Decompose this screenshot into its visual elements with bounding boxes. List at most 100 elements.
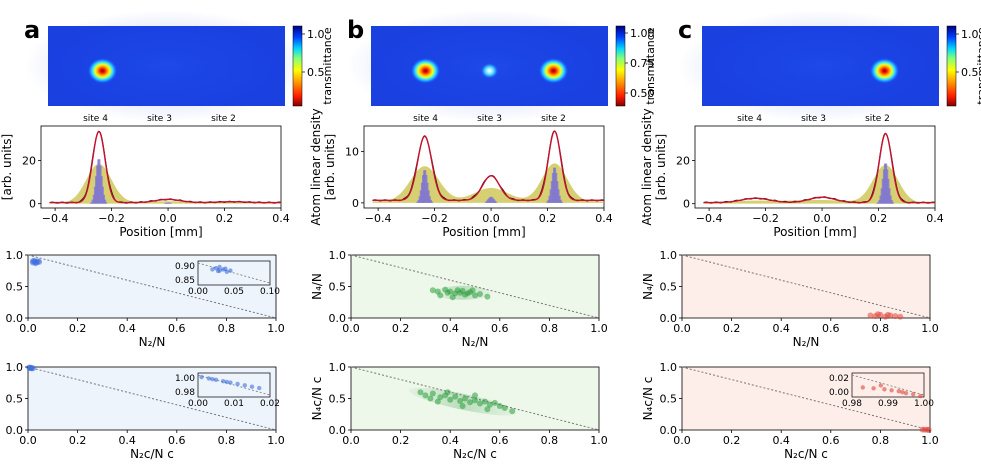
- x-tick-label: 0.6: [491, 434, 509, 447]
- histogram-bar: [96, 165, 99, 204]
- inset-data-point: [871, 386, 876, 391]
- y-tick-label: 0.5: [329, 281, 347, 294]
- y-axis-label-units: [arb. units]: [323, 134, 337, 200]
- data-point: [447, 396, 454, 403]
- histogram-bar: [164, 203, 167, 204]
- data-point: [449, 294, 456, 301]
- fit-line: [703, 132, 935, 204]
- x-tick-label: 0.4: [441, 322, 459, 335]
- x-tick-label: 0.8: [218, 322, 236, 335]
- histogram-bar: [165, 202, 168, 204]
- histogram-bar: [167, 202, 170, 204]
- inset-data-point: [242, 383, 247, 388]
- data-point: [434, 288, 441, 295]
- histogram-bar: [887, 178, 890, 204]
- histogram-bar: [422, 175, 425, 203]
- histogram-bar: [494, 200, 497, 203]
- image-background: [24, 10, 309, 122]
- y-axis-label: N₄/N: [641, 273, 655, 300]
- y-tick-label: 1.0: [329, 361, 347, 374]
- histogram-bar: [885, 163, 888, 204]
- x-tick-label: 0.4: [926, 212, 944, 225]
- histogram-bar: [426, 182, 429, 203]
- histogram-bar: [487, 199, 490, 203]
- inset-y-tick-label: 0.85: [175, 276, 195, 286]
- data-point: [481, 398, 488, 405]
- site-label-site-3: site 3: [801, 114, 826, 124]
- histogram-bar: [489, 196, 492, 203]
- inset-data-point: [882, 387, 887, 392]
- histogram-bar: [555, 172, 558, 203]
- x-tick-label: 0.4: [595, 212, 613, 225]
- histogram-bar: [168, 202, 171, 204]
- data-point: [484, 293, 491, 300]
- x-tick-label: 0.2: [392, 322, 410, 335]
- panel-label-a: a: [24, 16, 40, 44]
- data-point: [472, 397, 478, 404]
- data-point: [452, 393, 459, 400]
- y-tick-label: 0.5: [329, 393, 347, 406]
- data-point: [469, 287, 476, 294]
- colorbar: [615, 25, 626, 107]
- data-point: [457, 398, 464, 405]
- site-label-site-2: site 2: [541, 114, 566, 124]
- inset-data-point: [206, 376, 211, 381]
- data-point: [509, 408, 516, 415]
- histogram-bar: [484, 201, 487, 203]
- x-tick-label: 0.0: [673, 322, 691, 335]
- y-tick-label: 0.0: [660, 312, 678, 325]
- y-tick-label: 0.0: [6, 424, 24, 437]
- inset-y-tick-label: 0.98: [175, 388, 195, 398]
- data-point: [486, 401, 493, 408]
- inset-x-tick-label: 0.01: [224, 399, 244, 409]
- histogram-bar: [560, 201, 563, 203]
- x-tick-label: 0.4: [772, 322, 790, 335]
- y-tick-label: 0.5: [6, 393, 24, 406]
- x-tick-label: 1.0: [590, 322, 608, 335]
- fit-line: [372, 130, 604, 202]
- x-tick-label: 0.4: [118, 322, 136, 335]
- histogram-bar: [91, 199, 94, 204]
- colorbar-tick-label: 0.75: [630, 57, 655, 70]
- colorbar-tick-label: 1.0: [307, 28, 325, 41]
- histogram-bar: [420, 182, 423, 203]
- x-tick-label: 0.4: [118, 434, 136, 447]
- x-tick-label: 1.0: [921, 322, 939, 335]
- atom-cloud-site-2: [869, 57, 900, 84]
- x-axis-label: N₂/N: [139, 335, 166, 349]
- histogram-bar: [548, 195, 551, 203]
- inset-data-point: [213, 377, 219, 383]
- data-point: [874, 311, 881, 318]
- x-tick-label: 1.0: [267, 322, 285, 335]
- histogram-bar: [427, 190, 430, 203]
- histogram-bar: [889, 195, 892, 204]
- histogram-bar: [101, 186, 104, 204]
- histogram-bar: [419, 190, 422, 203]
- x-tick-label: 0.6: [822, 434, 840, 447]
- panel-label-b: b: [347, 16, 364, 44]
- y-tick-label: 1.0: [660, 249, 678, 262]
- histogram-bar: [551, 172, 554, 203]
- histogram-bar: [100, 176, 103, 204]
- colorbar-tick-label: 0.50: [630, 87, 655, 100]
- histogram-bar: [89, 203, 92, 204]
- histogram-bar: [558, 195, 561, 203]
- x-tick-label: 0.2: [539, 212, 557, 225]
- inset-data-point: [257, 385, 262, 391]
- inset-data-point: [223, 266, 228, 271]
- histogram-bar: [98, 159, 101, 204]
- inset-x-tick-label: 0.02: [260, 399, 280, 409]
- atom-cloud-site-4: [410, 57, 441, 84]
- colorbar-label: transmittance: [975, 27, 981, 104]
- x-tick-label: 0.2: [69, 322, 87, 335]
- histogram-bar: [166, 202, 169, 204]
- data-point: [892, 313, 899, 320]
- constraint-line: [681, 366, 931, 431]
- inset-data-point: [228, 268, 233, 273]
- histogram-bar: [556, 181, 559, 203]
- histogram-bar: [431, 201, 434, 203]
- y-tick-label: 0.0: [329, 424, 347, 437]
- histogram-bar: [425, 175, 428, 203]
- inset-data-point: [215, 268, 221, 274]
